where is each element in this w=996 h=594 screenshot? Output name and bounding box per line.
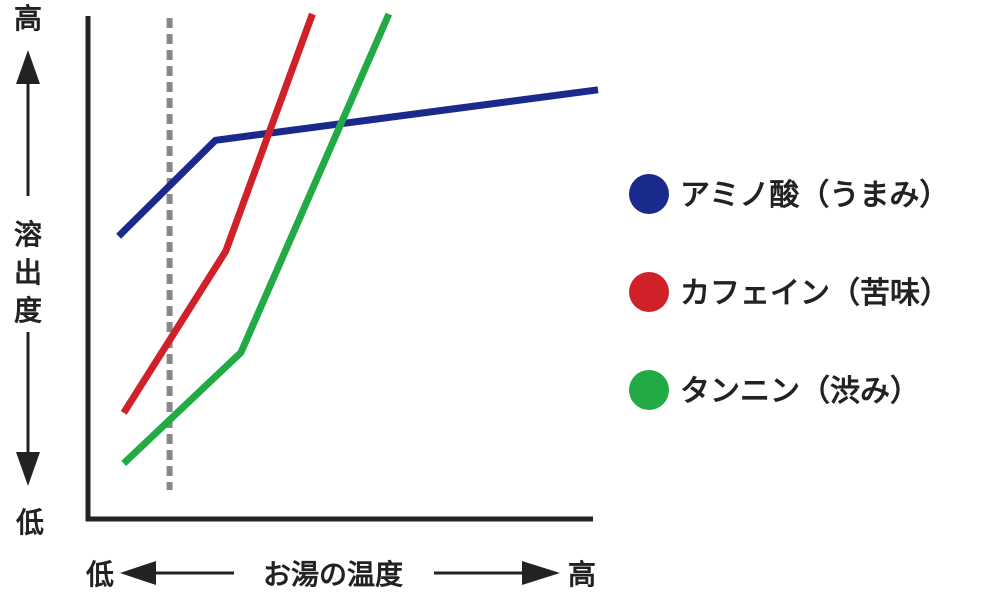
series-line-1 (116, 86, 599, 239)
y-high-label: 高 (14, 2, 42, 35)
x-high-label: 高 (568, 558, 596, 591)
y-down-arrow-icon (16, 452, 40, 486)
series-line-2 (120, 12, 316, 415)
y-axis-label-1: 溶 (14, 218, 42, 251)
series-line-3 (121, 12, 393, 466)
y-up-arrow-icon (16, 50, 40, 84)
legend-label-1: アミノ酸（うまみ） (680, 178, 949, 213)
legend: アミノ酸（うまみ） カフェイン（苦味） タンニン（渋み） (629, 174, 950, 410)
x-low-label: 低 (85, 558, 114, 591)
x-left-arrow-icon (120, 561, 156, 585)
x-right-arrow-icon (522, 561, 560, 585)
legend-label-3: タンニン（渋み） (680, 374, 920, 409)
y-low-label: 低 (15, 506, 44, 539)
x-axis-label: お湯の温度 (263, 558, 403, 591)
y-axis-label-3: 度 (14, 294, 42, 327)
y-axis-label-2: 出 (14, 256, 42, 289)
legend-marker-1 (629, 174, 669, 214)
series-group (116, 12, 599, 466)
legend-label-2: カフェイン（苦味） (680, 276, 950, 311)
legend-marker-3 (629, 370, 669, 410)
legend-marker-2 (629, 272, 669, 312)
